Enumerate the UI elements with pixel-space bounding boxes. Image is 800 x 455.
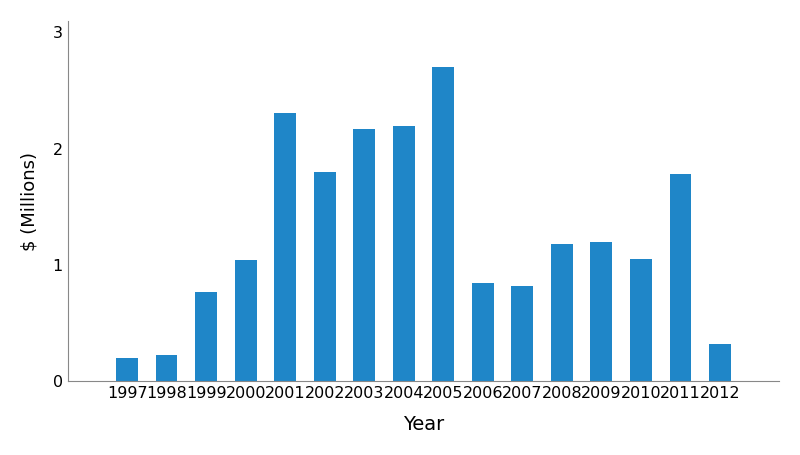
Bar: [393, 126, 414, 381]
Bar: [709, 344, 730, 381]
Bar: [670, 174, 691, 381]
Bar: [234, 260, 257, 381]
Bar: [354, 129, 375, 381]
Bar: [156, 354, 178, 381]
Bar: [432, 67, 454, 381]
Bar: [511, 286, 533, 381]
Bar: [590, 242, 612, 381]
X-axis label: Year: Year: [403, 415, 444, 434]
Bar: [630, 259, 652, 381]
Bar: [195, 292, 217, 381]
Bar: [314, 172, 335, 381]
Bar: [116, 358, 138, 381]
Y-axis label: $ (Millions): $ (Millions): [21, 152, 39, 251]
Bar: [274, 113, 296, 381]
Bar: [472, 283, 494, 381]
Bar: [551, 244, 573, 381]
